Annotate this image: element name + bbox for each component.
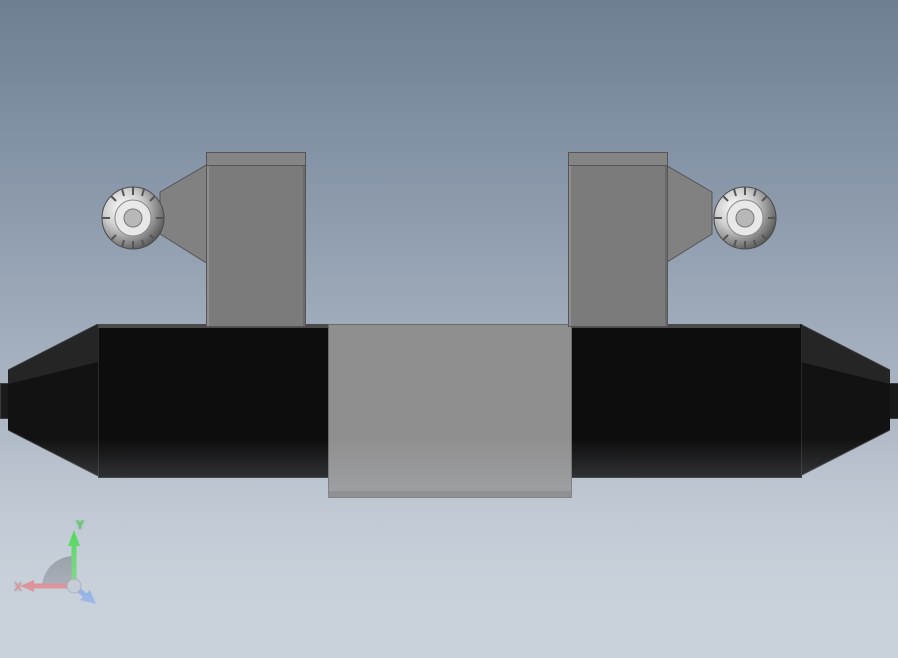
endcap-nub-left	[0, 383, 22, 419]
connector-housing-right	[568, 165, 668, 327]
endcap-right	[800, 324, 890, 476]
connector-top-right	[568, 152, 668, 168]
cad-viewport[interactable]: X Y	[0, 0, 898, 658]
connector-top-left	[206, 152, 306, 168]
cable-gland-left	[100, 185, 166, 251]
solenoid-body-right	[570, 324, 802, 478]
endcap-nub-right	[878, 383, 898, 419]
solenoid-body-left	[98, 324, 330, 478]
manifold-block	[328, 324, 572, 498]
connector-housing-left	[206, 165, 306, 327]
cable-gland-right	[712, 185, 778, 251]
solenoid-top-highlight-left	[98, 324, 328, 328]
axis-label-y: Y	[76, 518, 84, 532]
connector-elbow-right	[664, 164, 724, 264]
solenoid-top-highlight-right	[570, 324, 800, 328]
endcap-left	[8, 324, 98, 476]
connector-elbow-left	[148, 164, 208, 264]
view-orientation-triad[interactable]: X Y	[18, 526, 108, 616]
model-valve-assembly	[0, 0, 898, 658]
axis-label-x: X	[14, 580, 22, 594]
